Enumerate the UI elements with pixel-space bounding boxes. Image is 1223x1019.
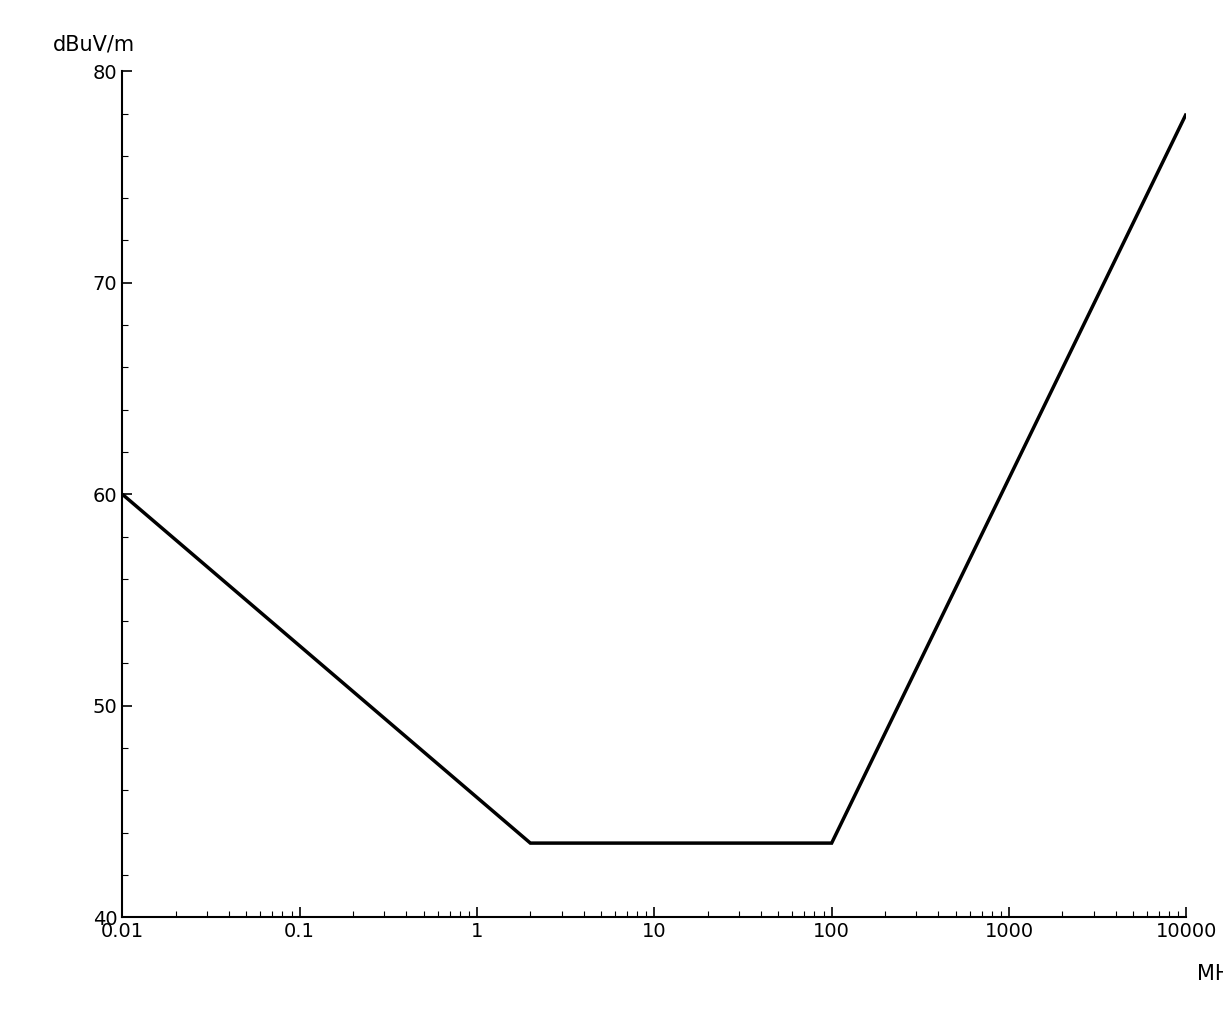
Text: MHz: MHz (1197, 964, 1223, 983)
Text: dBuV/m: dBuV/m (53, 35, 136, 54)
